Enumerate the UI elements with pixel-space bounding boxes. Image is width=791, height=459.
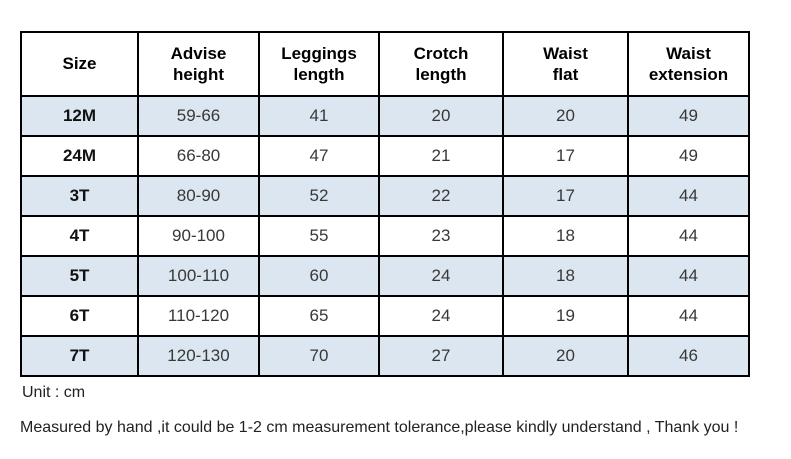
table-cell: 46 xyxy=(627,335,750,377)
table-cell: 27 xyxy=(378,335,504,377)
size-cell: 4T xyxy=(20,215,139,257)
size-cell: 3T xyxy=(20,175,139,217)
header-cell: Advise height xyxy=(137,31,260,97)
table-cell: 18 xyxy=(502,215,629,257)
table-cell: 90-100 xyxy=(137,215,260,257)
table-cell: 80-90 xyxy=(137,175,260,217)
size-cell: 7T xyxy=(20,335,139,377)
size-cell: 5T xyxy=(20,255,139,297)
header-cell: Leggings length xyxy=(258,31,380,97)
table-row: 3T 80-90 52 22 17 44 xyxy=(20,175,750,217)
table-cell: 49 xyxy=(627,95,750,137)
table-cell: 24 xyxy=(378,255,504,297)
table-cell: 120-130 xyxy=(137,335,260,377)
table-cell: 20 xyxy=(378,95,504,137)
table-row: 5T 100-110 60 24 18 44 xyxy=(20,255,750,297)
table-cell: 20 xyxy=(502,335,629,377)
table-cell: 55 xyxy=(258,215,380,257)
table-cell: 18 xyxy=(502,255,629,297)
table-cell: 59-66 xyxy=(137,95,260,137)
unit-note: Unit : cm xyxy=(22,384,86,401)
table-row: 4T 90-100 55 23 18 44 xyxy=(20,215,750,257)
table-cell: 44 xyxy=(627,175,750,217)
table-cell: 70 xyxy=(258,335,380,377)
header-row: Size Advise height Leggings length Crotch leng… xyxy=(20,31,750,97)
table-cell: 17 xyxy=(502,175,629,217)
table-cell: 49 xyxy=(627,135,750,177)
tolerance-note: Measured by hand ,it could be 1-2 cm mea… xyxy=(20,419,739,436)
table-cell: 60 xyxy=(258,255,380,297)
table-cell: 65 xyxy=(258,295,380,337)
size-cell: 24M xyxy=(20,135,139,177)
size-cell: 6T xyxy=(20,295,139,337)
size-chart-table-container: Size Advise height Leggings length Crotch leng… xyxy=(20,31,750,377)
header-cell: Crotch length xyxy=(378,31,504,97)
table-cell: 44 xyxy=(627,215,750,257)
table-cell: 21 xyxy=(378,135,504,177)
table-cell: 24 xyxy=(378,295,504,337)
table-cell: 44 xyxy=(627,255,750,297)
table-cell: 100-110 xyxy=(137,255,260,297)
header-cell: Size xyxy=(20,31,139,97)
table-cell: 47 xyxy=(258,135,380,177)
table-row: 6T 110-120 65 24 19 44 xyxy=(20,295,750,337)
size-cell: 12M xyxy=(20,95,139,137)
table-cell: 110-120 xyxy=(137,295,260,337)
table-row: 7T 120-130 70 27 20 46 xyxy=(20,335,750,377)
table-cell: 41 xyxy=(258,95,380,137)
header-cell: Waist flat xyxy=(502,31,629,97)
size-table-body: 12M 59-66 41 20 20 49 24M 66-80 47 21 17 49 3T 80-90 5… xyxy=(20,95,750,377)
table-cell: 52 xyxy=(258,175,380,217)
table-row: 12M 59-66 41 20 20 49 xyxy=(20,95,750,137)
table-cell: 22 xyxy=(378,175,504,217)
table-cell: 66-80 xyxy=(137,135,260,177)
table-cell: 20 xyxy=(502,95,629,137)
table-cell: 23 xyxy=(378,215,504,257)
header-cell: Waist extension xyxy=(627,31,750,97)
size-chart-table: Size Advise height Leggings length Crotch leng… xyxy=(20,31,750,377)
table-cell: 44 xyxy=(627,295,750,337)
table-cell: 19 xyxy=(502,295,629,337)
table-cell: 17 xyxy=(502,135,629,177)
table-row: 24M 66-80 47 21 17 49 xyxy=(20,135,750,177)
